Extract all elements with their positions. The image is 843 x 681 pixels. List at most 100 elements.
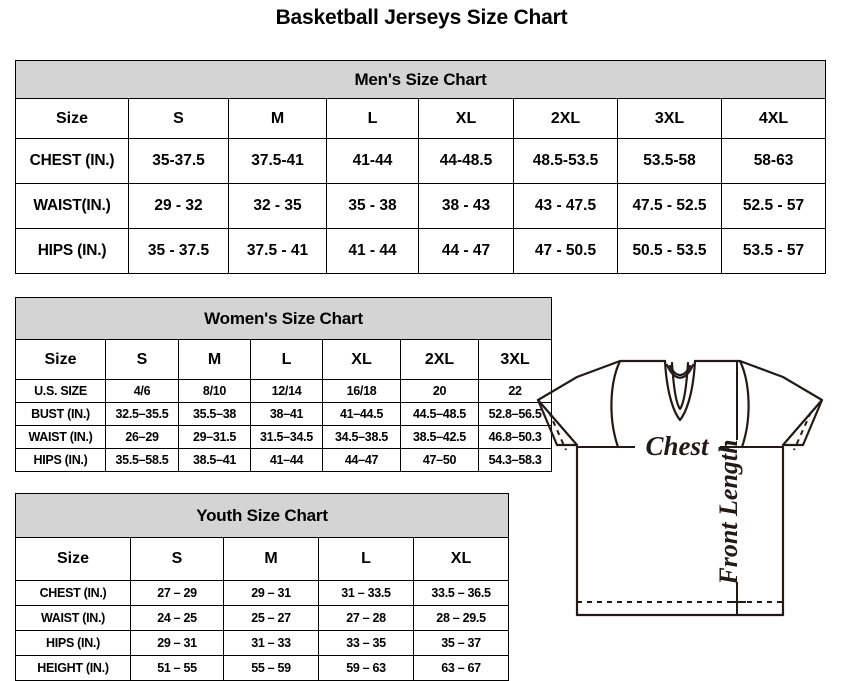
mens-chest-2xl: 48.5-53.5 — [513, 138, 618, 184]
mens-row-label-hips: HIPS (IN.) — [15, 228, 129, 274]
mens-chest-3xl: 53.5-58 — [617, 138, 722, 184]
womens-waist-xl: 34.5–38.5 — [322, 425, 401, 449]
youth-col-header-s: S — [130, 537, 224, 581]
mens-waist-4xl: 52.5 - 57 — [720, 183, 827, 229]
youth-waist-l: 27 – 28 — [318, 605, 414, 631]
womens-chart-title: Women's Size Chart — [14, 297, 553, 340]
womens-col-header-m: M — [178, 339, 251, 380]
womens-waist-s: 26–29 — [105, 425, 179, 449]
youth-hips-xl: 35 – 37 — [412, 630, 510, 656]
jersey-right-cuff — [781, 398, 824, 447]
front-length-label: Front Length — [714, 439, 743, 585]
mens-chart-title: Men's Size Chart — [14, 60, 827, 99]
mens-chest-4xl: 58-63 — [720, 138, 827, 184]
womens-row-label-bust: BUST (IN.) — [15, 402, 106, 426]
mens-col-header-4xl: 4XL — [720, 98, 827, 139]
table-row: HEIGHT (IN.) 51 – 55 55 – 59 59 – 63 63 … — [15, 655, 510, 681]
womens-row-label-us-size: U.S. SIZE — [15, 379, 106, 403]
mens-hips-3xl: 50.5 - 53.5 — [617, 228, 722, 274]
womens-chart-title-row: Women's Size Chart — [14, 297, 553, 340]
table-row: CHEST (IN.) 35-37.5 37.5-41 41-44 44-48.… — [15, 138, 827, 184]
womens-us-size-m: 8/10 — [178, 379, 251, 403]
youth-height-xl: 63 – 67 — [412, 655, 510, 681]
youth-row-label-waist: WAIST (IN.) — [15, 605, 131, 631]
womens-col-header-s: S — [105, 339, 179, 380]
womens-waist-l: 31.5–34.5 — [250, 425, 323, 449]
jersey-vneck-outer — [663, 359, 697, 422]
womens-us-size-l: 12/14 — [250, 379, 323, 403]
womens-row-label-waist: WAIST (IN.) — [15, 425, 106, 449]
jersey-vneck-inner — [670, 361, 690, 411]
womens-us-size-s: 4/6 — [105, 379, 179, 403]
youth-waist-s: 24 – 25 — [130, 605, 224, 631]
womens-col-header-2xl: 2XL — [400, 339, 479, 380]
table-row: WAIST (IN.) 24 – 25 25 – 27 27 – 28 28 –… — [15, 605, 510, 631]
youth-col-header-l: L — [318, 537, 414, 581]
mens-hips-s: 35 - 37.5 — [128, 228, 229, 274]
youth-chart-title-row: Youth Size Chart — [14, 493, 510, 538]
mens-waist-s: 29 - 32 — [128, 183, 229, 229]
mens-row-label-chest: CHEST (IN.) — [15, 138, 129, 184]
jersey-collar-arc-outer — [665, 363, 695, 379]
youth-chest-m: 29 – 31 — [223, 580, 319, 606]
youth-hips-m: 31 – 33 — [223, 630, 319, 656]
womens-hips-3xl: 54.3–58.3 — [477, 448, 553, 472]
youth-hips-l: 33 – 35 — [318, 630, 414, 656]
mens-hips-m: 37.5 - 41 — [228, 228, 327, 274]
jersey-collar-arc-inner — [668, 364, 692, 377]
mens-col-header-xl: XL — [418, 98, 514, 139]
youth-chart-title: Youth Size Chart — [14, 493, 510, 538]
womens-bust-s: 32.5–35.5 — [105, 402, 179, 426]
table-row: WAIST (IN.) 26–29 29–31.5 31.5–34.5 34.5… — [15, 425, 553, 449]
youth-chest-xl: 33.5 – 36.5 — [412, 580, 510, 606]
womens-row-label-hips: HIPS (IN.) — [15, 448, 106, 472]
womens-us-size-xl: 16/18 — [322, 379, 401, 403]
mens-chest-l: 41-44 — [326, 138, 419, 184]
womens-waist-2xl: 38.5–42.5 — [400, 425, 479, 449]
youth-waist-m: 25 – 27 — [223, 605, 319, 631]
table-row: WAIST(IN.) 29 - 32 32 - 35 35 - 38 38 - … — [15, 183, 827, 229]
womens-col-header-l: L — [250, 339, 323, 380]
mens-col-header-2xl: 2XL — [513, 98, 618, 139]
womens-col-header-xl: XL — [322, 339, 401, 380]
womens-col-header-3xl: 3XL — [477, 339, 553, 380]
youth-waist-xl: 28 – 29.5 — [412, 605, 510, 631]
womens-header-row: Size S M L XL 2XL 3XL — [15, 339, 553, 380]
table-row: U.S. SIZE 4/6 8/10 12/14 16/18 20 22 — [15, 379, 553, 403]
youth-height-m: 55 – 59 — [223, 655, 319, 681]
womens-bust-m: 35.5–38 — [178, 402, 251, 426]
youth-col-header-xl: XL — [412, 537, 510, 581]
table-row: HIPS (IN.) 29 – 31 31 – 33 33 – 35 35 – … — [15, 630, 510, 656]
youth-height-l: 59 – 63 — [318, 655, 414, 681]
womens-hips-2xl: 47–50 — [400, 448, 479, 472]
womens-hips-s: 35.5–58.5 — [105, 448, 179, 472]
youth-row-label-chest: CHEST (IN.) — [15, 580, 131, 606]
youth-row-label-hips: HIPS (IN.) — [15, 630, 131, 656]
mens-hips-4xl: 53.5 - 57 — [720, 228, 827, 274]
mens-header-row: Size S M L XL 2XL 3XL 4XL — [15, 98, 827, 139]
mens-col-header-s: S — [128, 98, 229, 139]
table-row: CHEST (IN.) 27 – 29 29 – 31 31 – 33.5 33… — [15, 580, 510, 606]
womens-bust-xl: 41–44.5 — [322, 402, 401, 426]
youth-hips-s: 29 – 31 — [130, 630, 224, 656]
table-row: HIPS (IN.) 35.5–58.5 38.5–41 41–44 44–47… — [15, 448, 553, 472]
womens-hips-xl: 44–47 — [322, 448, 401, 472]
mens-col-header-size: Size — [15, 98, 129, 139]
youth-chest-l: 31 – 33.5 — [318, 580, 414, 606]
page-title: Basketball Jerseys Size Chart — [275, 6, 568, 29]
mens-waist-m: 32 - 35 — [228, 183, 327, 229]
jersey-left-cuff-dashed-hem — [548, 411, 567, 451]
womens-size-chart-table: Women's Size Chart Size S M L XL 2XL 3XL… — [14, 297, 553, 472]
womens-col-header-size: Size — [15, 339, 106, 380]
mens-col-header-3xl: 3XL — [617, 98, 722, 139]
mens-col-header-l: L — [326, 98, 419, 139]
mens-waist-l: 35 - 38 — [326, 183, 419, 229]
mens-hips-l: 41 - 44 — [326, 228, 419, 274]
mens-hips-2xl: 47 - 50.5 — [513, 228, 618, 274]
mens-chart-title-row: Men's Size Chart — [14, 60, 827, 99]
youth-header-row: Size S M L XL — [15, 537, 510, 581]
mens-hips-xl: 44 - 47 — [418, 228, 514, 274]
mens-col-header-m: M — [228, 98, 327, 139]
youth-height-s: 51 – 55 — [130, 655, 224, 681]
womens-us-size-2xl: 20 — [400, 379, 479, 403]
